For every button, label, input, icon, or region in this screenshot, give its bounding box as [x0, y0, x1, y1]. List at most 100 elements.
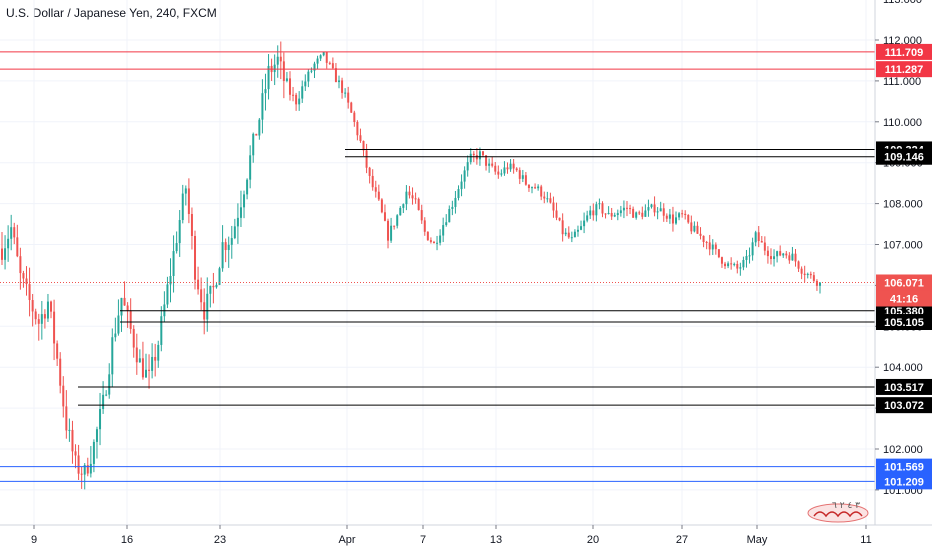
candle-body [717, 249, 720, 258]
candle-body [233, 226, 236, 239]
candle-body [650, 204, 653, 208]
candle-body [638, 212, 641, 214]
x-tick-label: 13 [490, 534, 502, 546]
candle-body [95, 429, 98, 442]
x-tick-label: 16 [121, 534, 133, 546]
candle-body [86, 465, 89, 474]
candle-body [546, 198, 549, 200]
candle-body [313, 63, 316, 71]
candle-body [509, 163, 512, 170]
chart-title: U.S. Dollar / Japanese Yen, 240, FXCM [6, 6, 217, 20]
candle-body [794, 253, 797, 262]
candle-body [99, 408, 102, 430]
candle-body [748, 255, 751, 257]
candle-body [800, 268, 803, 274]
level-price-label: 103.517 [884, 382, 924, 394]
level-price-tag [876, 378, 932, 395]
countdown-tag [876, 290, 932, 307]
candle-body [668, 214, 671, 219]
candle-body [448, 208, 451, 223]
candle-body [356, 122, 359, 136]
candle-body [788, 255, 791, 261]
candle-body [576, 229, 579, 232]
candle-body [549, 198, 552, 203]
candle-body [675, 217, 678, 224]
candle-body [37, 319, 40, 324]
level-price-tag [876, 397, 932, 414]
candle-body [374, 187, 377, 192]
candle-body [132, 328, 135, 348]
candle-body [34, 311, 37, 320]
y-tick-label: 108.000 [883, 199, 923, 211]
y-tick-label: 104.000 [883, 362, 923, 374]
y-tick-label: 111.000 [883, 76, 921, 88]
candle-body [607, 212, 610, 214]
candle-body [89, 463, 92, 474]
candle-body [659, 208, 662, 212]
candle-body [252, 133, 255, 156]
candle-body [338, 80, 341, 83]
candle-body [791, 253, 794, 261]
candle-body [420, 210, 423, 221]
watermark-text: ٣ ٤ ٢ ٦ [832, 501, 860, 511]
candle-body [65, 406, 68, 431]
candle-body [178, 220, 181, 244]
candle-body [393, 225, 396, 227]
candle-body [625, 207, 628, 209]
countdown-label: 41:16 [890, 293, 918, 305]
candle-body [209, 285, 212, 294]
candle-body [181, 193, 184, 221]
candle-body [494, 165, 497, 172]
candle-body [135, 347, 138, 363]
candle-body [711, 244, 714, 250]
candle-body [512, 163, 515, 169]
candle-body [126, 305, 129, 311]
candle-body [71, 429, 74, 452]
candle-body [114, 333, 117, 338]
candle-body [224, 242, 227, 251]
candle-body [31, 300, 34, 312]
candle-body [598, 203, 601, 205]
candle-body [50, 301, 53, 312]
candle-body [261, 93, 264, 120]
candle-body [500, 173, 503, 175]
candle-body [567, 232, 570, 238]
candle-body [524, 175, 527, 185]
candle-body [273, 64, 276, 73]
candle-body [28, 284, 31, 301]
candle-body [595, 204, 598, 216]
y-tick-label: 113.000 [883, 0, 922, 6]
price-tags: 111.709111.287109.324109.146105.380105.1… [876, 43, 932, 490]
candle-body [227, 244, 230, 251]
x-tick-label: 9 [31, 534, 37, 546]
level-price-label: 109.146 [884, 152, 924, 164]
candle-body [442, 225, 445, 236]
time-axis[interactable]: 9 16 23 Apr 7 13 20 27 May 11 [31, 525, 872, 546]
candle-body [111, 337, 114, 375]
candle-body [592, 210, 595, 216]
candle-body [282, 61, 285, 81]
candle-body [760, 241, 763, 243]
candle-body [662, 208, 665, 216]
candle-body [806, 273, 809, 275]
candle-body [469, 153, 472, 163]
candle-body [739, 267, 742, 269]
candle-body [727, 263, 730, 267]
candle-body [279, 56, 282, 62]
candle-body [463, 170, 466, 182]
level-price-tag [876, 61, 932, 78]
candle-body [647, 207, 650, 211]
candle-body [285, 78, 288, 81]
candle-body [141, 358, 144, 378]
candle-body [399, 207, 402, 216]
candle-body [561, 220, 564, 235]
candle-body [436, 242, 439, 244]
candle-body [766, 250, 769, 257]
candle-body [197, 279, 200, 290]
candle-body [613, 215, 616, 217]
level-price-tag [876, 314, 932, 331]
level-price-tag [876, 473, 932, 490]
grid-lines [0, 0, 875, 525]
candle-body [380, 199, 383, 213]
